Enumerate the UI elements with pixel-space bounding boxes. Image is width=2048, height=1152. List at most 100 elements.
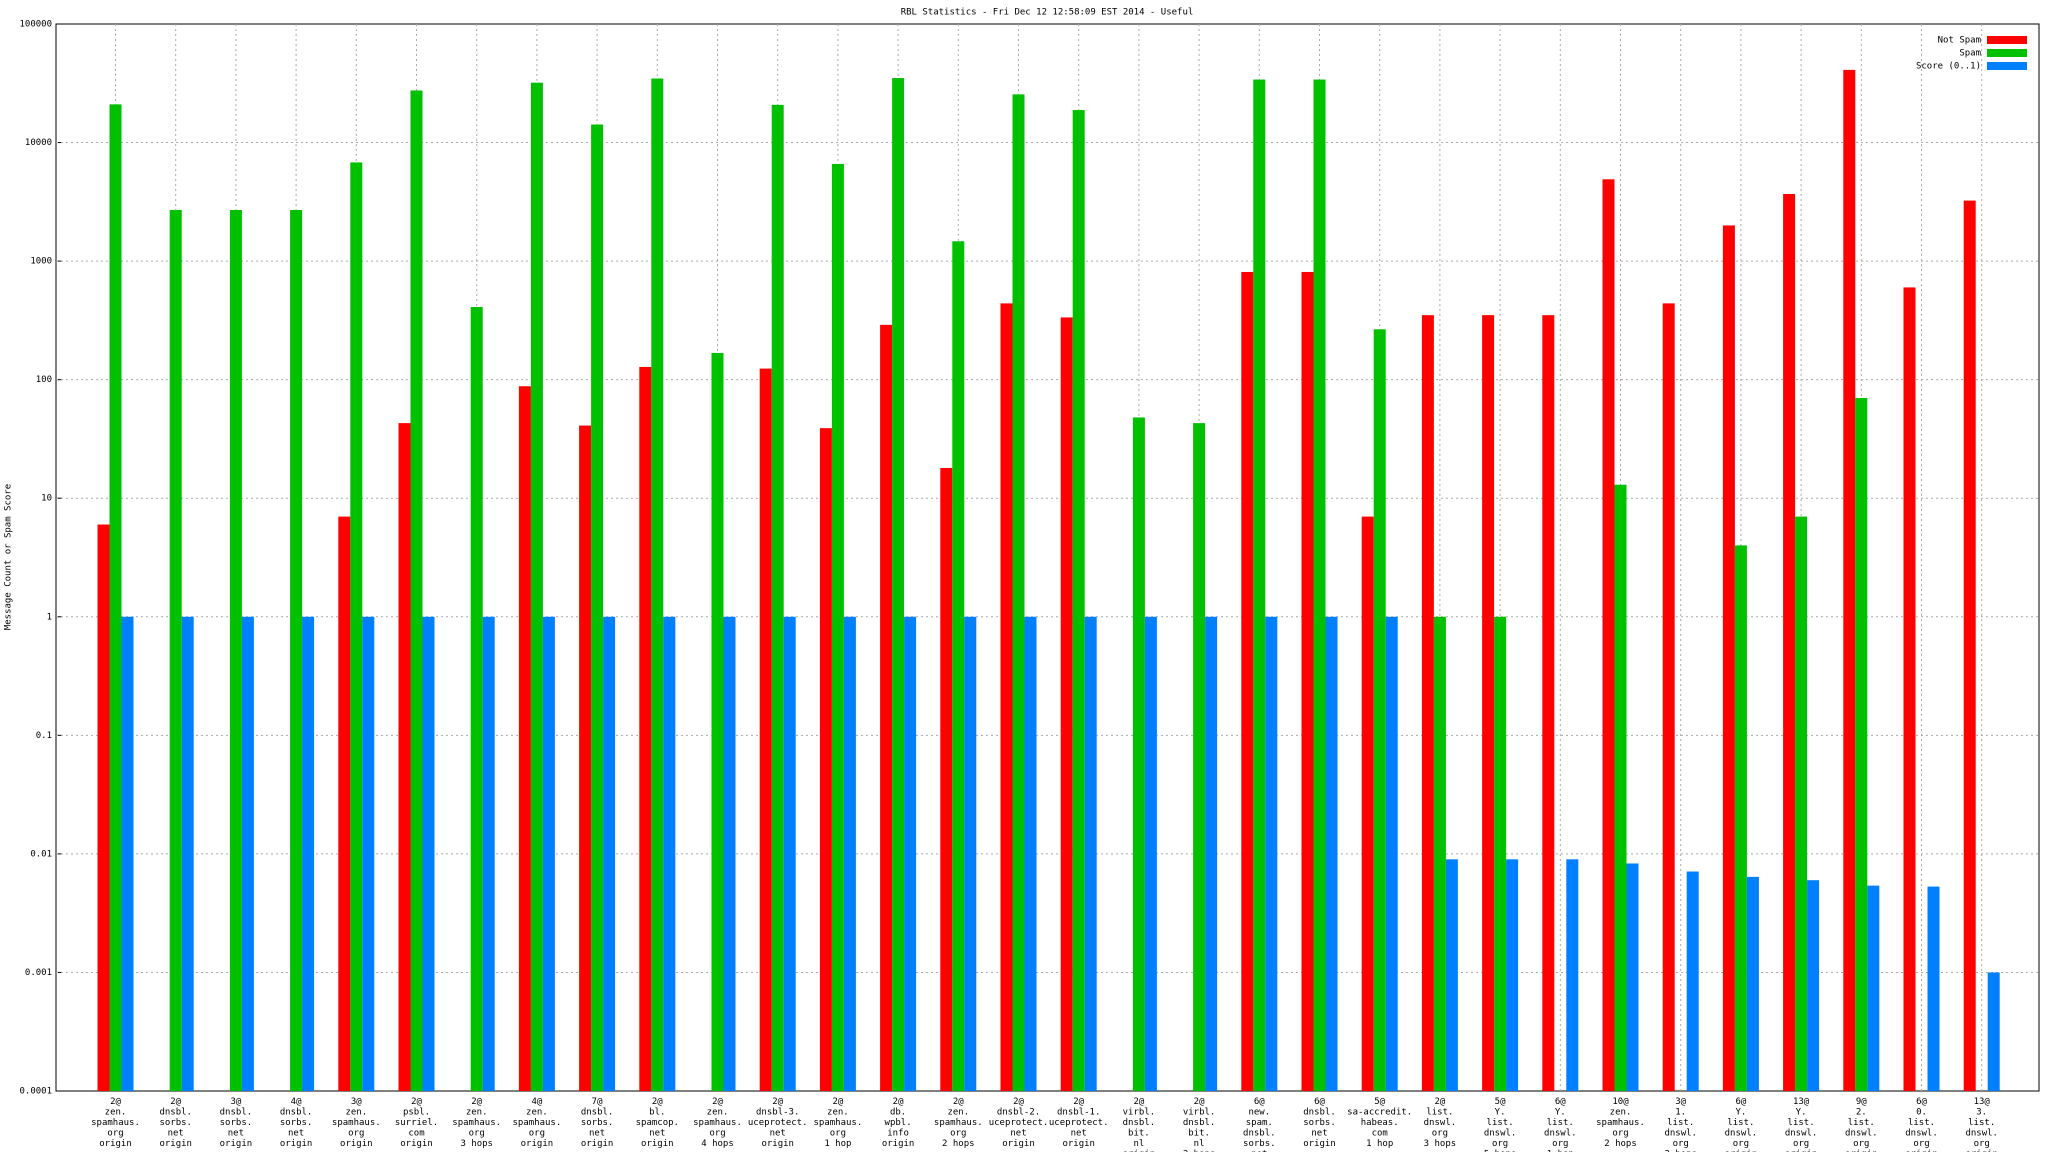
bar — [97, 524, 110, 1091]
y-tick-label: 0.1 — [36, 731, 52, 741]
bar — [651, 78, 664, 1091]
bar — [398, 423, 411, 1091]
legend-label: Spam — [1959, 49, 1981, 59]
x-tick-label: 6@ dnsbl. sorbs. net origin — [1303, 1097, 1336, 1149]
bar — [1855, 398, 1868, 1092]
x-tick-label: 2@ zen. spamhaus. org 3 hops — [452, 1097, 501, 1149]
bar — [591, 124, 604, 1092]
bar — [1734, 545, 1747, 1091]
bar — [603, 616, 616, 1091]
bar — [1421, 315, 1434, 1091]
bar — [1626, 863, 1639, 1091]
bar — [1506, 859, 1519, 1091]
bar — [723, 616, 736, 1091]
bar — [1927, 886, 1940, 1091]
bar — [1361, 516, 1374, 1091]
bar — [892, 78, 905, 1091]
y-axis-label: Message Count or Spam Score — [4, 484, 14, 630]
bar — [1144, 616, 1157, 1091]
x-tick-label: 5@Y.list.dnswl.org5 hops — [1484, 1097, 1517, 1152]
bar — [1301, 271, 1314, 1092]
bar — [1542, 315, 1555, 1091]
bar — [1084, 616, 1097, 1091]
bar — [880, 324, 893, 1091]
legend-swatch — [1987, 62, 2027, 70]
y-tick-label: 0.001 — [25, 968, 52, 978]
bar — [964, 616, 977, 1091]
chart-title: RBL Statistics - Fri Dec 12 12:58:09 EST… — [901, 8, 1194, 18]
x-tick-label: 2@ psbl. surriel. com origin — [395, 1097, 438, 1149]
bar — [940, 467, 953, 1091]
bar — [1241, 271, 1254, 1092]
bar — [1385, 616, 1398, 1091]
bar — [1445, 859, 1458, 1091]
x-tick-label: 7@ dnsbl. sorbs. net origin — [581, 1097, 614, 1149]
bar — [470, 307, 483, 1092]
bar — [1795, 516, 1808, 1091]
legend-label: Score (0..1) — [1916, 62, 1981, 72]
bar — [783, 616, 796, 1091]
bar — [1686, 871, 1699, 1091]
x-tick-label: 2@ db. wpbl. info origin — [882, 1097, 915, 1149]
y-tick-label: 100000 — [19, 20, 52, 30]
x-tick-label: 10@ zen. spamhaus. org 2 hops — [1596, 1097, 1645, 1149]
x-tick-label: 2@ list. dnswl. org 3 hops — [1424, 1097, 1457, 1149]
bar — [109, 104, 122, 1091]
x-tick-label: 2@ dnsbl. sorbs. net origin — [159, 1097, 192, 1149]
bar — [711, 352, 724, 1092]
legend-swatch — [1987, 36, 2027, 44]
bar — [530, 82, 543, 1091]
bar — [1313, 79, 1326, 1091]
x-tick-label: 2@ zen. spamhaus. org origin — [91, 1097, 140, 1149]
x-tick-label: 4@ dnsbl. sorbs. net origin — [280, 1097, 313, 1149]
x-tick-label: 5@ sa-accredit. habeas. com 1 hop — [1347, 1097, 1412, 1149]
bar — [1373, 329, 1386, 1092]
bar — [1325, 616, 1338, 1091]
bar — [1746, 876, 1759, 1091]
bar — [1566, 859, 1579, 1091]
bar — [1060, 317, 1073, 1091]
legend-label: Not Spam — [1938, 36, 1981, 46]
bar — [410, 90, 423, 1092]
bar — [819, 428, 832, 1092]
x-tick-label: 2@virbl.dnsbl.bit.nlorigin — [1123, 1097, 1156, 1152]
x-tick-label: 2@virbl.dnsbl.bit.nl3 hops — [1183, 1097, 1216, 1152]
y-tick-label: 1 — [47, 612, 52, 622]
x-tick-label: 2@ zen. spamhaus. org 1 hop — [814, 1097, 863, 1149]
bar — [1903, 287, 1916, 1092]
y-tick-label: 0.01 — [30, 849, 52, 859]
bar — [229, 209, 242, 1092]
plot-frame — [55, 23, 2040, 1092]
bar — [1072, 110, 1085, 1092]
bar — [1205, 616, 1218, 1091]
bar — [1614, 484, 1627, 1091]
bar — [338, 516, 351, 1091]
bar — [350, 162, 363, 1092]
bar — [1662, 303, 1675, 1091]
bar — [1193, 423, 1206, 1091]
bar — [1722, 225, 1735, 1091]
bar — [1000, 303, 1013, 1091]
bar — [771, 104, 784, 1091]
bar — [831, 163, 844, 1091]
bar — [1867, 885, 1880, 1091]
bar — [1602, 179, 1615, 1091]
bar — [1987, 972, 2000, 1091]
bar — [422, 616, 435, 1091]
bar — [579, 425, 592, 1091]
x-tick-label: 2@ dnsbl-3. uceprotect. net origin — [748, 1097, 808, 1149]
bar — [1132, 417, 1145, 1091]
y-tick-label: 100 — [36, 375, 52, 385]
bar — [663, 616, 676, 1091]
bar — [302, 616, 315, 1091]
x-tick-label: 4@ zen. spamhaus. org origin — [513, 1097, 562, 1149]
bar — [169, 209, 182, 1092]
bar — [1807, 880, 1820, 1091]
